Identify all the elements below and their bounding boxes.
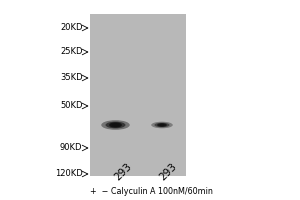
Text: 50KD: 50KD [60,102,82,110]
Text: +  − Calyculin A 100nM/60min: + − Calyculin A 100nM/60min [90,187,213,196]
Text: 120KD: 120KD [55,170,83,178]
Ellipse shape [112,123,119,127]
Ellipse shape [159,124,165,126]
Text: 20KD: 20KD [60,23,82,32]
Ellipse shape [157,123,167,127]
Text: 293: 293 [158,161,178,182]
Ellipse shape [106,122,125,128]
Ellipse shape [151,122,173,128]
Ellipse shape [154,123,169,127]
Text: 90KD: 90KD [60,144,82,152]
Bar [90,14,186,176]
Ellipse shape [109,122,122,128]
Text: 293: 293 [112,161,134,182]
Text: 25KD: 25KD [60,47,82,56]
Text: 35KD: 35KD [60,73,82,82]
Ellipse shape [101,120,130,130]
